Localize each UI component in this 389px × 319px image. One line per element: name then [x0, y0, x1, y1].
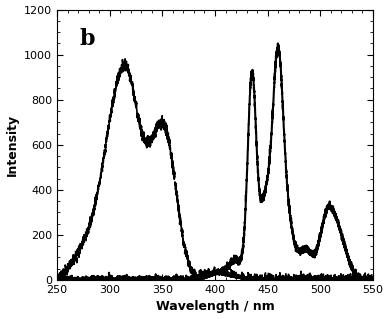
Text: b: b [79, 28, 95, 50]
Y-axis label: Intensity: Intensity [5, 114, 19, 176]
X-axis label: Wavelength / nm: Wavelength / nm [156, 300, 274, 314]
